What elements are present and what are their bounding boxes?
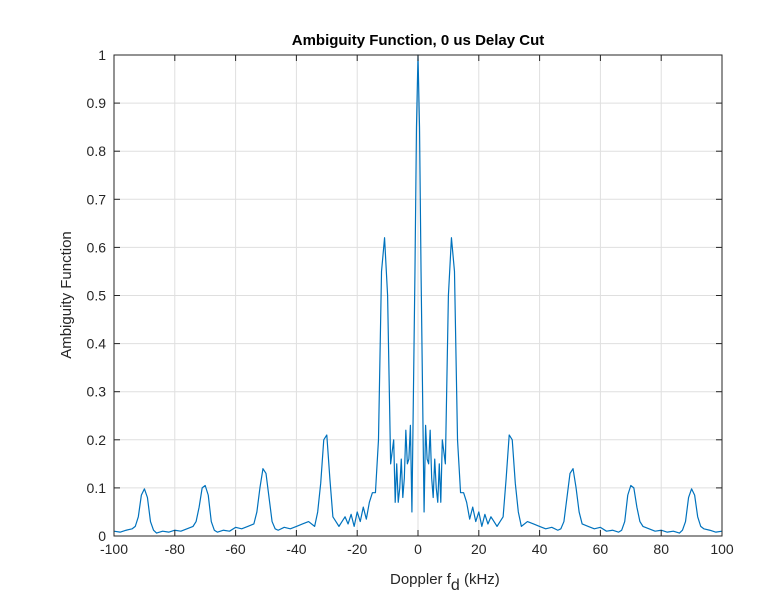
y-tick-label: 0.5 <box>87 288 107 304</box>
x-tick-label: 60 <box>593 541 609 557</box>
y-tick-label: 0.6 <box>87 239 107 255</box>
x-tick-label: 20 <box>471 541 487 557</box>
x-tick-label: -20 <box>347 541 367 557</box>
y-tick-label: 0.9 <box>87 95 107 111</box>
x-tick-label: -80 <box>165 541 185 557</box>
y-tick-label: 0.8 <box>87 143 107 159</box>
y-tick-label: 1 <box>98 47 106 63</box>
x-tick-label: -100 <box>100 541 128 557</box>
grid-layer <box>114 55 722 536</box>
x-tick-label: -40 <box>286 541 306 557</box>
x-tick-label: 80 <box>653 541 669 557</box>
y-tick-label: 0.3 <box>87 384 107 400</box>
x-tick-label: -60 <box>225 541 245 557</box>
chart-title: Ambiguity Function, 0 us Delay Cut <box>292 32 545 49</box>
x-axis-label-unit: (kHz) <box>460 571 500 588</box>
y-axis-label: Ambiguity Function <box>58 231 75 359</box>
x-tick-label: 40 <box>532 541 548 557</box>
x-tick-label: 100 <box>710 541 734 557</box>
x-axis-label-main: Doppler f <box>390 571 452 588</box>
x-axis-label: Doppler fd (kHz) <box>390 571 500 594</box>
y-tick-label: 0.4 <box>87 336 107 352</box>
tick-layer: -100 -80 -60 -40 -20 0 20 40 60 80 100 0 0.1 0.2 0.3 0.… <box>87 47 734 557</box>
y-tick-label: 0 <box>98 528 106 544</box>
y-tick-label: 0.2 <box>87 432 107 448</box>
y-tick-label: 0.7 <box>87 191 107 207</box>
x-tick-label: 0 <box>414 541 422 557</box>
y-tick-label: 0.1 <box>87 480 107 496</box>
x-axis-label-subscript: d <box>451 577 460 594</box>
